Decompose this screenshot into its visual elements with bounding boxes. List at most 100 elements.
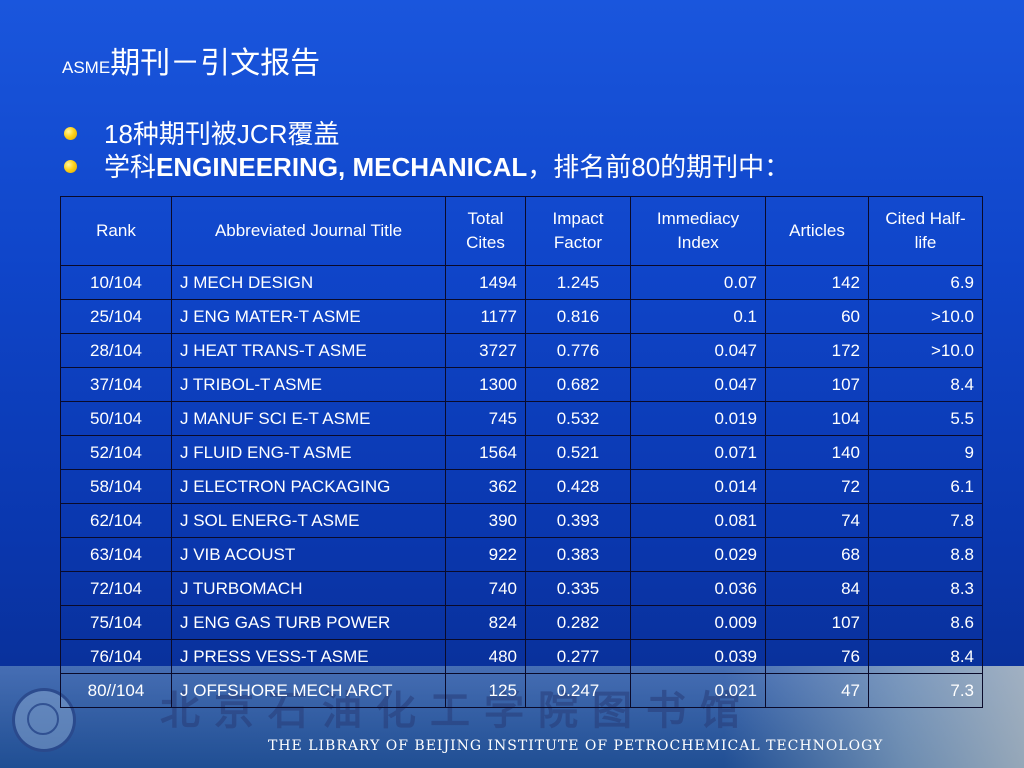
table-row: 50/104 J MANUF SCI E-T ASME 745 0.532 0.019 1…	[60, 401, 983, 436]
cell-articles: 107	[765, 367, 869, 402]
cell-immediacy-index: 0.014	[630, 469, 766, 504]
cell-journal-title: J ENG GAS TURB POWER	[171, 605, 446, 640]
cell-impact-factor: 0.532	[525, 401, 631, 436]
cell-total-cites: 824	[445, 605, 526, 640]
cell-cited-half-life: 6.1	[868, 469, 983, 504]
column-header-articles: Articles	[765, 196, 869, 266]
library-name-en: THE LIBRARY OF BEIJING INSTITUTE OF PETR…	[268, 738, 884, 754]
cell-total-cites: 922	[445, 537, 526, 572]
cell-immediacy-index: 0.039	[630, 639, 766, 674]
cell-immediacy-index: 0.036	[630, 571, 766, 606]
bullet-text: 18种期刊被JCR覆盖	[104, 119, 340, 149]
cell-total-cites: 480	[445, 639, 526, 674]
cell-articles: 142	[765, 265, 869, 300]
cell-articles: 74	[765, 503, 869, 538]
cell-immediacy-index: 0.07	[630, 265, 766, 300]
cell-cited-half-life: 9	[868, 435, 983, 470]
cell-impact-factor: 0.816	[525, 299, 631, 334]
cell-cited-half-life: 8.6	[868, 605, 983, 640]
cell-journal-title: J OFFSHORE MECH ARCT	[171, 673, 446, 708]
column-header-impact-factor: Impact Factor	[525, 196, 631, 266]
cell-impact-factor: 0.383	[525, 537, 631, 572]
cell-journal-title: J TURBOMACH	[171, 571, 446, 606]
cell-articles: 68	[765, 537, 869, 572]
cell-immediacy-index: 0.047	[630, 367, 766, 402]
table-row: 37/104 J TRIBOL-T ASME 1300 0.682 0.047 107 8.…	[60, 367, 983, 402]
cell-rank: 28/104	[60, 333, 172, 368]
library-seal-icon	[12, 688, 76, 752]
slide-title-prefix: ASME	[62, 58, 111, 77]
cell-journal-title: J ENG MATER-T ASME	[171, 299, 446, 334]
table-row: 52/104 J FLUID ENG-T ASME 1564 0.521 0.071 14…	[60, 435, 983, 470]
cell-articles: 172	[765, 333, 869, 368]
table-row: 62/104 J SOL ENERG-T ASME 390 0.393 0.081 74 7…	[60, 503, 983, 538]
bullet-text-end: ，排名前80的期刊中：	[527, 152, 791, 182]
cell-impact-factor: 0.277	[525, 639, 631, 674]
cell-rank: 72/104	[60, 571, 172, 606]
cell-cited-half-life: >10.0	[868, 333, 983, 368]
cell-journal-title: J MANUF SCI E-T ASME	[171, 401, 446, 436]
bullet-item: 学科ENGINEERING, MECHANICAL，排名前80的期刊中：	[62, 151, 790, 184]
cell-total-cites: 1564	[445, 435, 526, 470]
cell-immediacy-index: 0.029	[630, 537, 766, 572]
table-row: 80//104 J OFFSHORE MECH ARCT 125 0.247 0.021…	[60, 673, 983, 708]
cell-rank: 52/104	[60, 435, 172, 470]
cell-total-cites: 3727	[445, 333, 526, 368]
cell-articles: 76	[765, 639, 869, 674]
cell-impact-factor: 0.776	[525, 333, 631, 368]
cell-articles: 72	[765, 469, 869, 504]
bullet-item: 18种期刊被JCR覆盖	[62, 118, 790, 151]
cell-rank: 58/104	[60, 469, 172, 504]
table-row: 28/104 J HEAT TRANS-T ASME 3727 0.776 0.047 1…	[60, 333, 983, 368]
cell-immediacy-index: 0.021	[630, 673, 766, 708]
table-row: 63/104 J VIB ACOUST 922 0.383 0.029 68 8.8	[60, 537, 983, 572]
table-header-row: Rank Abbreviated Journal Title Total Cit…	[60, 196, 983, 266]
cell-immediacy-index: 0.047	[630, 333, 766, 368]
cell-cited-half-life: 8.8	[868, 537, 983, 572]
cell-journal-title: J FLUID ENG-T ASME	[171, 435, 446, 470]
cell-rank: 50/104	[60, 401, 172, 436]
cell-impact-factor: 1.245	[525, 265, 631, 300]
cell-journal-title: J VIB ACOUST	[171, 537, 446, 572]
table-row: 75/104 J ENG GAS TURB POWER 824 0.282 0.009 1…	[60, 605, 983, 640]
cell-impact-factor: 0.393	[525, 503, 631, 538]
cell-total-cites: 740	[445, 571, 526, 606]
cell-immediacy-index: 0.009	[630, 605, 766, 640]
cell-cited-half-life: 5.5	[868, 401, 983, 436]
cell-journal-title: J PRESS VESS-T ASME	[171, 639, 446, 674]
cell-articles: 60	[765, 299, 869, 334]
table-body: 10/104 J MECH DESIGN 1494 1.245 0.07 142 6.9 25…	[60, 265, 983, 708]
cell-total-cites: 1494	[445, 265, 526, 300]
cell-total-cites: 390	[445, 503, 526, 538]
column-header-total-cites: Total Cites	[445, 196, 526, 266]
bullet-text: 学科	[104, 152, 157, 182]
cell-cited-half-life: 8.4	[868, 367, 983, 402]
cell-total-cites: 362	[445, 469, 526, 504]
cell-journal-title: J MECH DESIGN	[171, 265, 446, 300]
bullet-dot-icon	[64, 160, 77, 173]
cell-articles: 84	[765, 571, 869, 606]
cell-journal-title: J HEAT TRANS-T ASME	[171, 333, 446, 368]
cell-cited-half-life: 8.3	[868, 571, 983, 606]
cell-articles: 107	[765, 605, 869, 640]
column-header-immediacy-index: Immediacy Index	[630, 196, 766, 266]
cell-impact-factor: 0.247	[525, 673, 631, 708]
cell-cited-half-life: 7.8	[868, 503, 983, 538]
bullet-list: 18种期刊被JCR覆盖 学科ENGINEERING, MECHANICAL，排名…	[62, 118, 790, 184]
cell-articles: 140	[765, 435, 869, 470]
cell-articles: 47	[765, 673, 869, 708]
table-row: 76/104 J PRESS VESS-T ASME 480 0.277 0.039 76…	[60, 639, 983, 674]
cell-impact-factor: 0.282	[525, 605, 631, 640]
column-header-journal-title: Abbreviated Journal Title	[171, 196, 446, 266]
cell-total-cites: 1300	[445, 367, 526, 402]
cell-rank: 62/104	[60, 503, 172, 538]
column-header-rank: Rank	[60, 196, 172, 266]
table-row: 10/104 J MECH DESIGN 1494 1.245 0.07 142 6.9	[60, 265, 983, 300]
cell-impact-factor: 0.682	[525, 367, 631, 402]
cell-immediacy-index: 0.081	[630, 503, 766, 538]
cell-cited-half-life: 7.3	[868, 673, 983, 708]
table-row: 72/104 J TURBOMACH 740 0.335 0.036 84 8.3	[60, 571, 983, 606]
cell-cited-half-life: >10.0	[868, 299, 983, 334]
cell-impact-factor: 0.428	[525, 469, 631, 504]
cell-cited-half-life: 6.9	[868, 265, 983, 300]
